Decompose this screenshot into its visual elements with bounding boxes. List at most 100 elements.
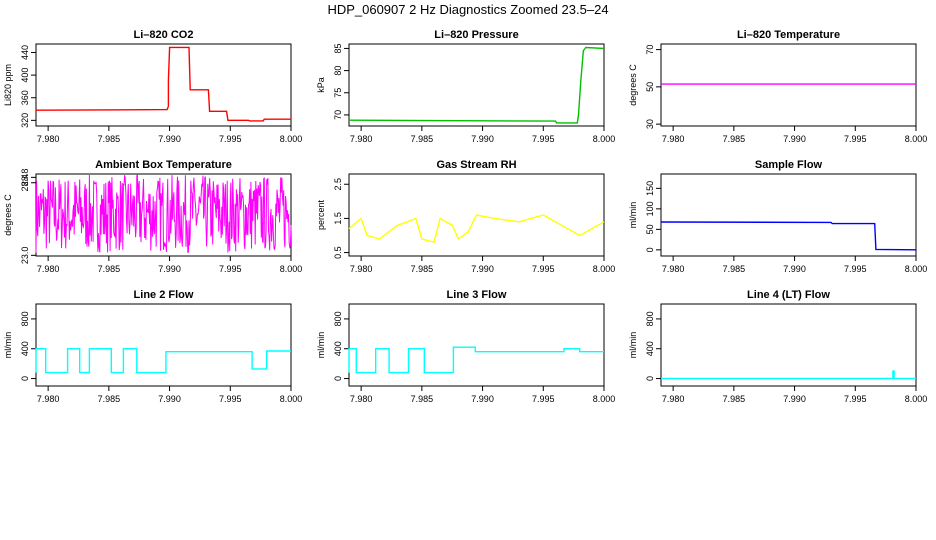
plot-frame: [35, 43, 292, 127]
y-axis-label: ml/min: [628, 332, 638, 359]
x-tick-label: 7.995: [844, 134, 867, 144]
panel-1: Li–820 CO2 7.980 7.985 7.990 7.995 8.000 320 36…: [3, 29, 302, 144]
x-tick-label: 8.000: [280, 264, 303, 274]
x-tick-label: 8.000: [905, 394, 928, 404]
y-axis-label: ml/min: [628, 202, 638, 229]
x-tick-label: 7.980: [350, 394, 373, 404]
panel-4: Ambient Box Temperature 7.980 7.985 7.990 7.…: [3, 159, 302, 274]
y-tick-label: 70: [333, 110, 343, 120]
panel-title: Line 4 (LT) Flow: [747, 289, 830, 301]
y-tick-label: 400: [645, 341, 655, 356]
x-tick-label: 8.000: [593, 134, 616, 144]
series-line-1: [348, 346, 604, 374]
series-line-1: [348, 214, 605, 244]
x-tick-label: 7.985: [98, 134, 121, 144]
x-tick-label: 7.980: [37, 394, 60, 404]
x-tick-label: 7.990: [783, 264, 806, 274]
x-tick-label: 7.995: [219, 264, 242, 274]
x-tick-label: 7.985: [411, 394, 434, 404]
x-tick-label: 7.980: [662, 264, 685, 274]
y-tick-label: 150: [645, 181, 655, 196]
x-tick-label: 8.000: [905, 134, 928, 144]
panel-8: Line 3 Flow 7.980 7.985 7.990 7.995 8.000 0 400…: [316, 289, 615, 404]
y-tick-label: 400: [333, 341, 343, 356]
x-tick-label: 7.985: [98, 394, 121, 404]
panel-title: Li–820 Temperature: [737, 29, 840, 41]
y-axis-label: ml/min: [3, 332, 13, 359]
y-axis-label: degrees C: [3, 194, 13, 236]
panel-9: Line 4 (LT) Flow 7.980 7.985 7.990 7.995 8.00…: [628, 289, 927, 404]
panel-title: Sample Flow: [755, 159, 823, 171]
x-tick-label: 7.990: [158, 394, 181, 404]
x-tick-label: 7.995: [844, 394, 867, 404]
plot-frame: [348, 303, 605, 387]
x-tick-label: 7.980: [350, 264, 373, 274]
series-line-1: [660, 221, 917, 251]
y-tick-label: 800: [20, 311, 30, 326]
y-tick-label: 23.0: [20, 247, 30, 265]
x-tick-label: 7.990: [471, 264, 494, 274]
panel-title: Li–820 Pressure: [434, 29, 518, 41]
x-tick-label: 7.980: [37, 134, 60, 144]
y-tick-label: 28.8: [20, 169, 30, 187]
x-tick-label: 7.985: [723, 264, 746, 274]
plot-frame: [348, 43, 605, 127]
y-tick-label: 800: [645, 311, 655, 326]
plot-frame: [348, 173, 605, 257]
plot-frame: [660, 173, 917, 257]
panel-title: Line 3 Flow: [447, 289, 507, 301]
panel-5: Gas Stream RH 7.980 7.985 7.990 7.995 8.000 0.…: [316, 159, 615, 274]
x-tick-label: 7.995: [844, 264, 867, 274]
y-tick-label: 0.5: [333, 246, 343, 259]
y-tick-label: 85: [333, 43, 343, 53]
y-tick-label: 400: [20, 341, 30, 356]
y-tick-label: 1.5: [333, 212, 343, 225]
y-tick-label: 400: [20, 68, 30, 83]
y-axis-label: kPa: [316, 77, 326, 93]
x-tick-label: 7.985: [98, 264, 121, 274]
x-tick-label: 7.990: [158, 134, 181, 144]
x-tick-label: 8.000: [593, 394, 616, 404]
panel-7: Line 2 Flow 7.980 7.985 7.990 7.995 8.000 0 400…: [3, 289, 302, 404]
x-tick-label: 8.000: [593, 264, 616, 274]
y-tick-label: 70: [645, 45, 655, 55]
panel-title: Line 2 Flow: [134, 289, 194, 301]
x-tick-label: 7.995: [532, 264, 555, 274]
x-tick-label: 7.995: [532, 394, 555, 404]
series-line-1: [348, 46, 605, 124]
figure-title: HDP_060907 2 Hz Diagnostics Zoomed 23.5–…: [327, 2, 609, 17]
y-axis-label: ml/min: [316, 332, 326, 359]
plot-frame: [35, 303, 292, 387]
x-tick-label: 7.980: [662, 394, 685, 404]
y-tick-label: 800: [333, 311, 343, 326]
series-line-1: [35, 46, 291, 122]
x-tick-label: 7.990: [471, 134, 494, 144]
panel-title: Gas Stream RH: [436, 159, 516, 171]
y-tick-label: 80: [333, 66, 343, 76]
x-tick-label: 7.985: [411, 134, 434, 144]
y-tick-label: 0: [333, 376, 343, 381]
x-tick-label: 7.980: [350, 134, 373, 144]
y-tick-label: 440: [20, 45, 30, 60]
y-axis-label: percent: [316, 199, 326, 230]
series-noise-line: [35, 173, 292, 253]
x-tick-label: 8.000: [905, 264, 928, 274]
x-tick-label: 7.980: [37, 264, 60, 274]
x-tick-label: 8.000: [280, 134, 303, 144]
x-tick-label: 7.980: [662, 134, 685, 144]
series-line-1: [35, 348, 291, 374]
panel-6: Sample Flow 7.980 7.985 7.990 7.995 8.000 0 50 1…: [628, 159, 927, 274]
y-tick-label: 30: [645, 119, 655, 129]
y-tick-label: 360: [20, 90, 30, 105]
plot-frame: [660, 43, 917, 127]
x-tick-label: 7.985: [411, 264, 434, 274]
x-tick-label: 7.995: [219, 134, 242, 144]
y-tick-label: 0: [645, 376, 655, 381]
panel-3: Li–820 Temperature 7.980 7.985 7.990 7.995 8.…: [628, 29, 927, 144]
panel-2: Li–820 Pressure 7.980 7.985 7.990 7.995 8.000…: [316, 29, 615, 144]
x-tick-label: 7.990: [158, 264, 181, 274]
x-tick-label: 7.990: [471, 394, 494, 404]
y-tick-label: 28.4: [20, 174, 30, 192]
y-tick-label: 75: [333, 88, 343, 98]
